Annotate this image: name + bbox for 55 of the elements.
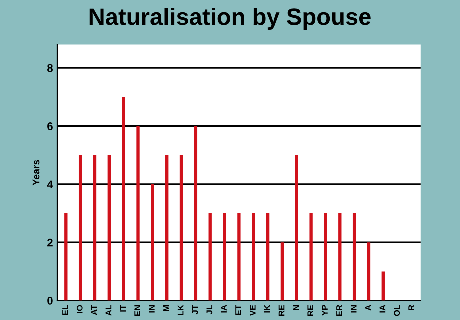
bar <box>78 155 82 301</box>
bar <box>122 97 126 301</box>
x-tick-label: VE <box>250 305 256 316</box>
x-tick-label: IN <box>149 306 155 313</box>
x-tick-label: EL <box>62 305 68 316</box>
x-tick-label: M <box>164 306 170 312</box>
x-tick-label: IT <box>120 305 126 312</box>
x-tick-label: N <box>293 306 300 310</box>
bar <box>252 214 256 301</box>
x-tick-label: RE <box>278 305 285 316</box>
y-axis-title: Years <box>32 160 40 186</box>
bar <box>266 214 270 301</box>
bar <box>223 214 226 301</box>
x-tick-label: IK <box>264 305 270 313</box>
x-tick-label: R <box>408 305 414 310</box>
bar <box>280 242 284 301</box>
x-tick-label: IA <box>380 305 386 313</box>
x-tick-label: LK <box>178 305 184 316</box>
bar <box>382 272 385 301</box>
y-tick-label: 8 <box>48 64 53 72</box>
x-tick-label: A <box>365 305 372 311</box>
bar <box>367 242 371 301</box>
x-tick-label: RE <box>308 305 314 316</box>
x-tick-label: ER <box>336 305 342 316</box>
x-tick-label: AL <box>106 305 112 316</box>
x-tick-label: AT <box>91 305 98 316</box>
y-tick-label: 6 <box>48 122 53 130</box>
y-tick-label: 4 <box>47 180 54 188</box>
x-tick-label: EN <box>134 306 140 316</box>
x-tick-label: ET <box>236 305 242 316</box>
bar <box>180 155 184 301</box>
bar <box>352 214 356 301</box>
bar <box>238 214 241 301</box>
bar <box>151 184 154 301</box>
bar <box>108 155 111 301</box>
bar <box>295 155 298 301</box>
x-tick-label: JL <box>206 305 213 315</box>
y-tick-label: 0 <box>48 297 53 305</box>
bar <box>324 214 328 301</box>
bar <box>93 155 97 301</box>
bar <box>338 214 342 301</box>
x-tick-label: YP <box>322 305 328 316</box>
x-tick-label: JT <box>192 305 198 315</box>
x-tick-label: OL <box>394 305 400 316</box>
bar <box>208 214 212 301</box>
x-tick-label: IA <box>221 305 227 313</box>
bar <box>310 214 313 301</box>
x-tick-label: IN <box>350 306 357 313</box>
y-tick-label: 2 <box>48 238 53 247</box>
bar <box>166 155 169 301</box>
x-tick-label: IO <box>76 305 83 314</box>
chart-title: Naturalisation by Spouse <box>90 8 371 30</box>
bar <box>64 214 68 301</box>
bar <box>194 126 198 301</box>
bar <box>136 126 140 301</box>
